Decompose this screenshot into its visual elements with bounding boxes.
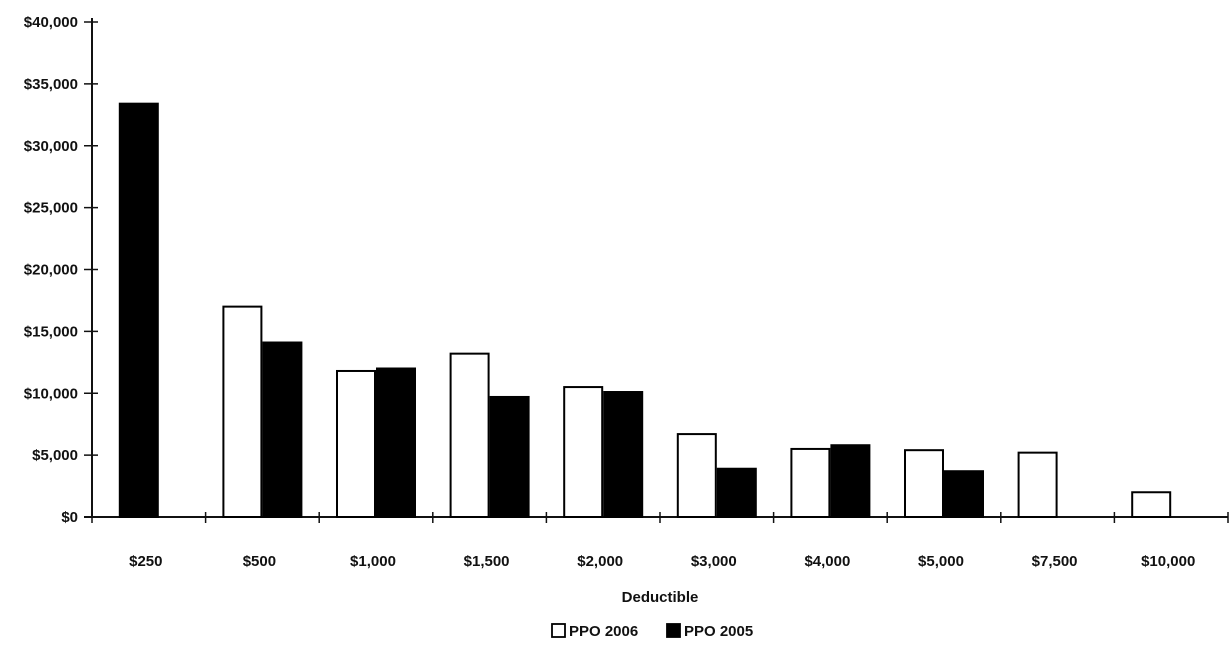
bar-ppo-2005 <box>944 470 984 518</box>
bar-ppo-2005 <box>603 391 644 519</box>
y-tick-label: $25,000 <box>24 200 78 217</box>
x-tick-label: $2,000 <box>577 553 623 570</box>
bar-ppo-2006 <box>449 352 490 518</box>
x-tick-label: $7,500 <box>1032 553 1078 570</box>
bar-ppo-2005 <box>262 341 303 519</box>
y-tick-label: $40,000 <box>24 14 78 31</box>
legend-swatch <box>551 623 566 638</box>
bar-ppo-2006 <box>222 305 263 518</box>
bar-ppo-2006 <box>904 449 944 518</box>
y-tick-label: $30,000 <box>24 138 78 155</box>
bar-ppo-2005 <box>489 395 530 518</box>
bar-ppo-2006 <box>1017 451 1058 518</box>
legend-swatch <box>666 623 681 638</box>
x-axis-title: Deductible <box>622 589 699 606</box>
x-tick-label: $4,000 <box>804 553 850 570</box>
bar-ppo-2006 <box>1131 491 1172 518</box>
legend-label: PPO 2006 <box>569 623 638 640</box>
y-tick-label: $15,000 <box>24 323 78 340</box>
x-tick-label: $10,000 <box>1141 553 1195 570</box>
x-tick-label: $5,000 <box>918 553 964 570</box>
bar-ppo-2005 <box>376 367 416 518</box>
y-axis: $0 $5,000 $10,000 $15,000 $20,000 $25,000 $30,… <box>24 14 98 526</box>
bar-ppo-2005 <box>118 102 159 519</box>
bars <box>118 102 1172 519</box>
y-tick-label: $35,000 <box>24 76 78 93</box>
y-tick-label: $5,000 <box>32 447 78 464</box>
x-axis: $250 $500 $1,000 $1,500 $2,000 $3,000 $4,000 $5… <box>84 512 1229 570</box>
bar-ppo-2005 <box>716 467 757 518</box>
x-tick-label: $3,000 <box>691 553 737 570</box>
x-tick-label: $1,000 <box>350 553 396 570</box>
bar-ppo-2006 <box>336 369 376 518</box>
y-tick-label: $10,000 <box>24 385 78 402</box>
y-tick-label: $20,000 <box>24 262 78 279</box>
x-tick-label: $250 <box>129 553 162 570</box>
bar-ppo-2006 <box>676 433 717 518</box>
bar-ppo-2005 <box>830 444 871 519</box>
y-tick-label: $0 <box>61 509 78 526</box>
bar-ppo-2006 <box>790 447 831 518</box>
bar-ppo-2006 <box>563 386 604 518</box>
x-tick-label: $500 <box>243 553 276 570</box>
x-tick-label: $1,500 <box>464 553 510 570</box>
legend: PPO 2006 PPO 2005 <box>551 623 753 640</box>
legend-label: PPO 2005 <box>684 623 753 640</box>
